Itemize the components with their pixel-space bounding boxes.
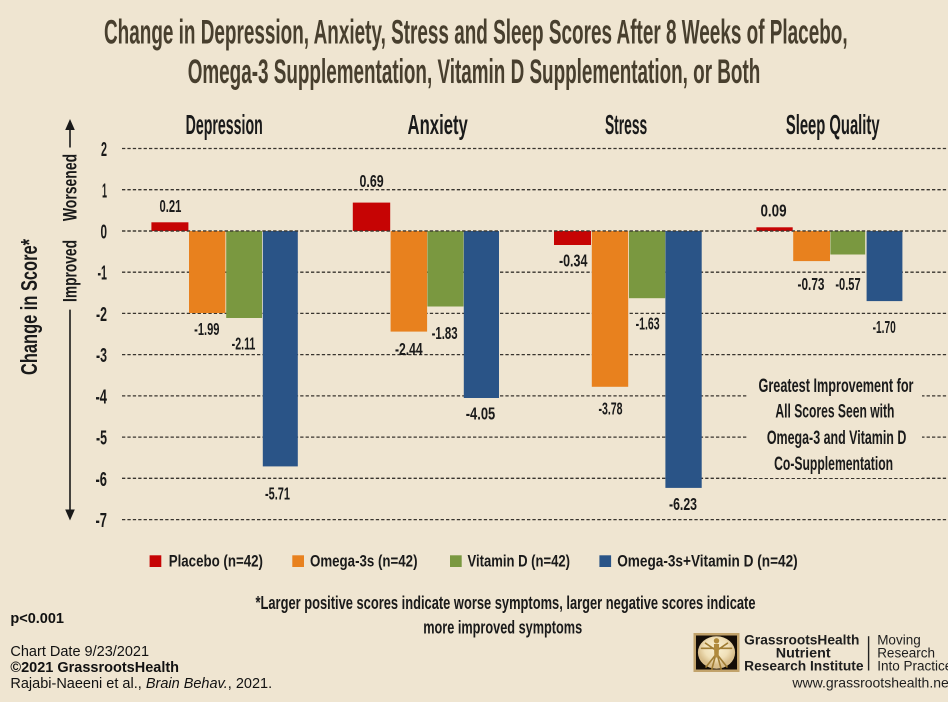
svg-text:Into Practice: Into Practice <box>877 659 948 674</box>
svg-text:Omega-3 and Vitamin D: Omega-3 and Vitamin D <box>767 427 907 449</box>
svg-text:Nutrient: Nutrient <box>776 646 831 661</box>
svg-text:-2: -2 <box>96 303 107 326</box>
svg-text:-1.70: -1.70 <box>873 317 896 337</box>
svg-text:Change in Score*: Change in Score* <box>16 239 42 375</box>
svg-text:Greatest Improvement for: Greatest Improvement for <box>759 375 914 397</box>
svg-text:Co-Supplementation: Co-Supplementation <box>774 453 893 475</box>
svg-text:Research Institute: Research Institute <box>744 659 864 674</box>
svg-text:0.09: 0.09 <box>760 201 786 221</box>
svg-text:-5.71: -5.71 <box>265 483 290 503</box>
svg-text:-3.78: -3.78 <box>598 399 622 419</box>
svg-text:Vitamin D (n=42): Vitamin D (n=42) <box>468 553 571 571</box>
svg-text:-0.34: -0.34 <box>559 251 588 271</box>
svg-text:Omega-3 Supplementation, Vitam: Omega-3 Supplementation, Vitamin D Suppl… <box>188 53 761 91</box>
svg-text:Improved: Improved <box>60 240 81 302</box>
svg-text:Omega-3s (n=42): Omega-3s (n=42) <box>310 553 418 571</box>
svg-text:*Larger positive scores indica: *Larger positive scores indicate worse s… <box>256 593 756 613</box>
svg-text:2: 2 <box>101 138 107 161</box>
svg-text:-4.05: -4.05 <box>466 404 496 424</box>
svg-text:-6: -6 <box>96 468 108 491</box>
svg-text:-7: -7 <box>96 509 108 532</box>
svg-text:more improved symptoms: more improved symptoms <box>423 618 582 638</box>
svg-text:-1.83: -1.83 <box>432 323 458 343</box>
svg-text:1: 1 <box>102 179 107 202</box>
svg-text:Research: Research <box>877 646 935 661</box>
svg-text:-6.23: -6.23 <box>669 494 697 514</box>
svg-text:Depression: Depression <box>186 109 263 140</box>
svg-text:www.grassrootshealth.net: www.grassrootshealth.net <box>791 675 948 691</box>
svg-text:Chart Date 9/23/2021: Chart Date 9/23/2021 <box>10 644 149 660</box>
svg-text:Change in Depression, Anxiety,: Change in Depression, Anxiety, Stress an… <box>104 14 848 52</box>
svg-text:p<0.001: p<0.001 <box>10 611 64 627</box>
svg-text:0: 0 <box>101 221 108 244</box>
svg-text:-2.44: -2.44 <box>395 339 423 359</box>
svg-text:Worsened: Worsened <box>60 154 81 221</box>
svg-text:-1: -1 <box>98 262 108 285</box>
svg-text:-1.99: -1.99 <box>194 319 219 339</box>
svg-text:-0.73: -0.73 <box>798 274 825 294</box>
svg-text:Moving: Moving <box>877 633 921 648</box>
svg-text:Rajabi-Naeeni et al., Brain Be: Rajabi-Naeeni et al., Brain Behav., 2021… <box>10 676 272 692</box>
svg-text:©2021 GrassrootsHealth: ©2021 GrassrootsHealth <box>10 660 179 676</box>
svg-text:-2.11: -2.11 <box>232 334 256 354</box>
svg-text:-5: -5 <box>96 427 107 450</box>
svg-text:Anxiety: Anxiety <box>408 109 469 140</box>
svg-text:0.21: 0.21 <box>160 196 182 216</box>
svg-text:0.69: 0.69 <box>360 171 384 191</box>
svg-text:-3: -3 <box>96 344 107 367</box>
svg-text:All Scores Seen with: All Scores Seen with <box>775 401 894 423</box>
svg-text:GrassrootsHealth: GrassrootsHealth <box>744 633 859 648</box>
svg-text:-0.57: -0.57 <box>835 274 860 294</box>
svg-text:Omega-3s+Vitamin D (n=42): Omega-3s+Vitamin D (n=42) <box>617 553 798 571</box>
svg-text:-4: -4 <box>96 385 108 408</box>
svg-text:-1.63: -1.63 <box>636 314 660 334</box>
svg-text:Placebo (n=42): Placebo (n=42) <box>169 553 263 571</box>
svg-text:Sleep Quality: Sleep Quality <box>786 109 880 140</box>
svg-text:Stress: Stress <box>605 109 647 140</box>
